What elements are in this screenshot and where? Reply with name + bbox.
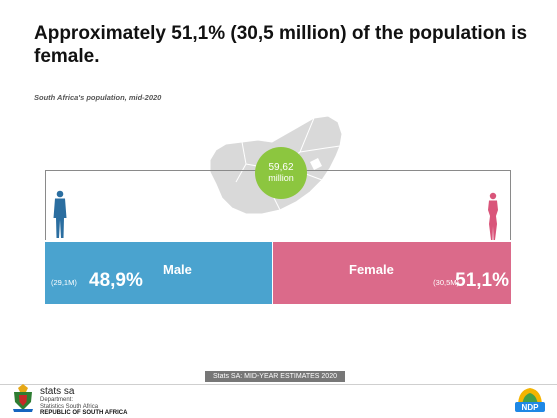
- bar-label-male: Male: [163, 262, 192, 277]
- bar-male: Male (29,1M) 48,9%: [45, 242, 272, 304]
- logo-dept-line2: Statistics South Africa: [40, 403, 99, 410]
- footer-divider: [0, 384, 557, 385]
- stats-sa-logo: stats sa Department: Statistics South Af…: [40, 386, 127, 417]
- ndp-logo: NDP: [515, 388, 545, 412]
- logo-dept-line1: Department:: [40, 397, 74, 403]
- woman-icon: [488, 192, 498, 240]
- ndp-label: NDP: [522, 403, 540, 412]
- population-unit: million: [268, 173, 294, 183]
- logo-name: stats sa: [40, 386, 75, 397]
- bar-female: Female (30,5M) 51,1%: [273, 242, 511, 304]
- bar-label-female: Female: [349, 262, 394, 277]
- bar-value-female: 51,1%: [455, 270, 509, 291]
- footer-banner: Stats SA: MID-YEAR ESTIMATES 2020: [205, 371, 345, 382]
- bar-value-male: 48,9%: [89, 270, 143, 291]
- logo-country: REPUBLIC OF SOUTH AFRICA: [40, 410, 128, 416]
- chart-subtitle: South Africa's population, mid-2020: [34, 93, 162, 102]
- bar-count-male: (29,1M): [51, 278, 77, 287]
- bar-count-female: (30,5M): [433, 278, 459, 287]
- population-value: 59,62: [268, 162, 294, 173]
- coat-of-arms-icon: [13, 384, 33, 412]
- page-title: Approximately 51,1% (30,5 million) of th…: [34, 23, 528, 67]
- man-icon: [53, 190, 67, 238]
- gender-bar-chart: Male (29,1M) 48,9% Female (30,5M) 51,1%: [45, 242, 511, 304]
- population-total-circle: 59,62 million: [255, 147, 307, 199]
